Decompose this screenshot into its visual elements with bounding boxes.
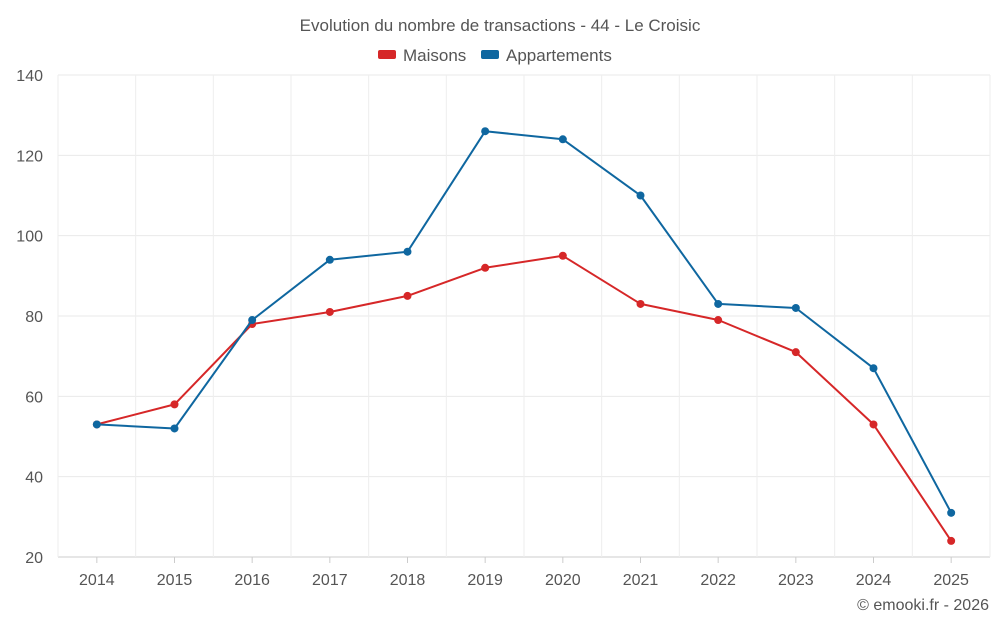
data-point-maisons[interactable] [714, 316, 723, 325]
legend-swatch-appartements [481, 50, 499, 59]
data-point-maisons[interactable] [558, 251, 567, 260]
data-point-maisons[interactable] [403, 291, 412, 300]
x-axis: 2014 2015 2016 2017 2018 2019 2020 2021 2022 2023… [79, 557, 969, 589]
series-line-appartements [96, 130, 953, 514]
y-tick-label: 40 [25, 470, 43, 487]
legend-swatch-maisons [378, 50, 396, 59]
data-point-maisons[interactable] [325, 307, 334, 316]
data-point-appartements[interactable] [481, 127, 490, 136]
y-axis: 20 40 60 80 100 120 140 [16, 68, 43, 567]
y-tick-label: 140 [16, 68, 43, 85]
x-tick-label: 2022 [700, 572, 736, 589]
data-point-appartements[interactable] [170, 424, 179, 433]
data-point-maisons[interactable] [947, 536, 956, 545]
y-tick-label: 80 [25, 309, 43, 326]
legend: Maisons Appartements [378, 46, 612, 65]
y-tick-label: 100 [16, 229, 43, 246]
x-tick-label: 2019 [467, 572, 503, 589]
legend-label-appartements: Appartements [506, 46, 612, 65]
series-layer [92, 127, 956, 545]
x-tick-label: 2025 [933, 572, 969, 589]
legend-label-maisons: Maisons [403, 46, 466, 65]
data-point-maisons[interactable] [869, 420, 878, 429]
x-tick-label: 2016 [234, 572, 270, 589]
x-tick-label: 2015 [157, 572, 193, 589]
y-tick-label: 120 [16, 148, 43, 165]
data-point-appartements[interactable] [403, 247, 412, 256]
chart-title: Evolution du nombre de transactions - 44… [300, 16, 701, 35]
data-point-maisons[interactable] [170, 400, 179, 409]
data-point-appartements[interactable] [92, 420, 101, 429]
x-tick-label: 2024 [856, 572, 892, 589]
x-tick-label: 2020 [545, 572, 581, 589]
x-tick-label: 2018 [390, 572, 426, 589]
x-tick-label: 2023 [778, 572, 814, 589]
data-point-appartements[interactable] [869, 364, 878, 373]
data-point-appartements[interactable] [636, 191, 645, 200]
data-point-appartements[interactable] [325, 255, 334, 264]
gridlines [57, 74, 991, 558]
data-point-maisons[interactable] [791, 348, 800, 357]
data-point-appartements[interactable] [791, 303, 800, 312]
data-point-maisons[interactable] [636, 299, 645, 308]
legend-item-maisons[interactable]: Maisons [378, 46, 466, 65]
data-point-appartements[interactable] [947, 508, 956, 517]
data-point-appartements[interactable] [558, 135, 567, 144]
credit-text: © emooki.fr - 2026 [857, 597, 989, 614]
data-point-maisons[interactable] [481, 263, 490, 272]
x-tick-label: 2017 [312, 572, 348, 589]
data-point-appartements[interactable] [714, 299, 723, 308]
y-tick-label: 60 [25, 389, 43, 406]
y-tick-label: 20 [25, 550, 43, 567]
x-tick-label: 2014 [79, 572, 115, 589]
x-tick-label: 2021 [623, 572, 659, 589]
legend-item-appartements[interactable]: Appartements [481, 46, 612, 65]
data-point-appartements[interactable] [248, 316, 257, 325]
series-appartements [92, 127, 956, 517]
